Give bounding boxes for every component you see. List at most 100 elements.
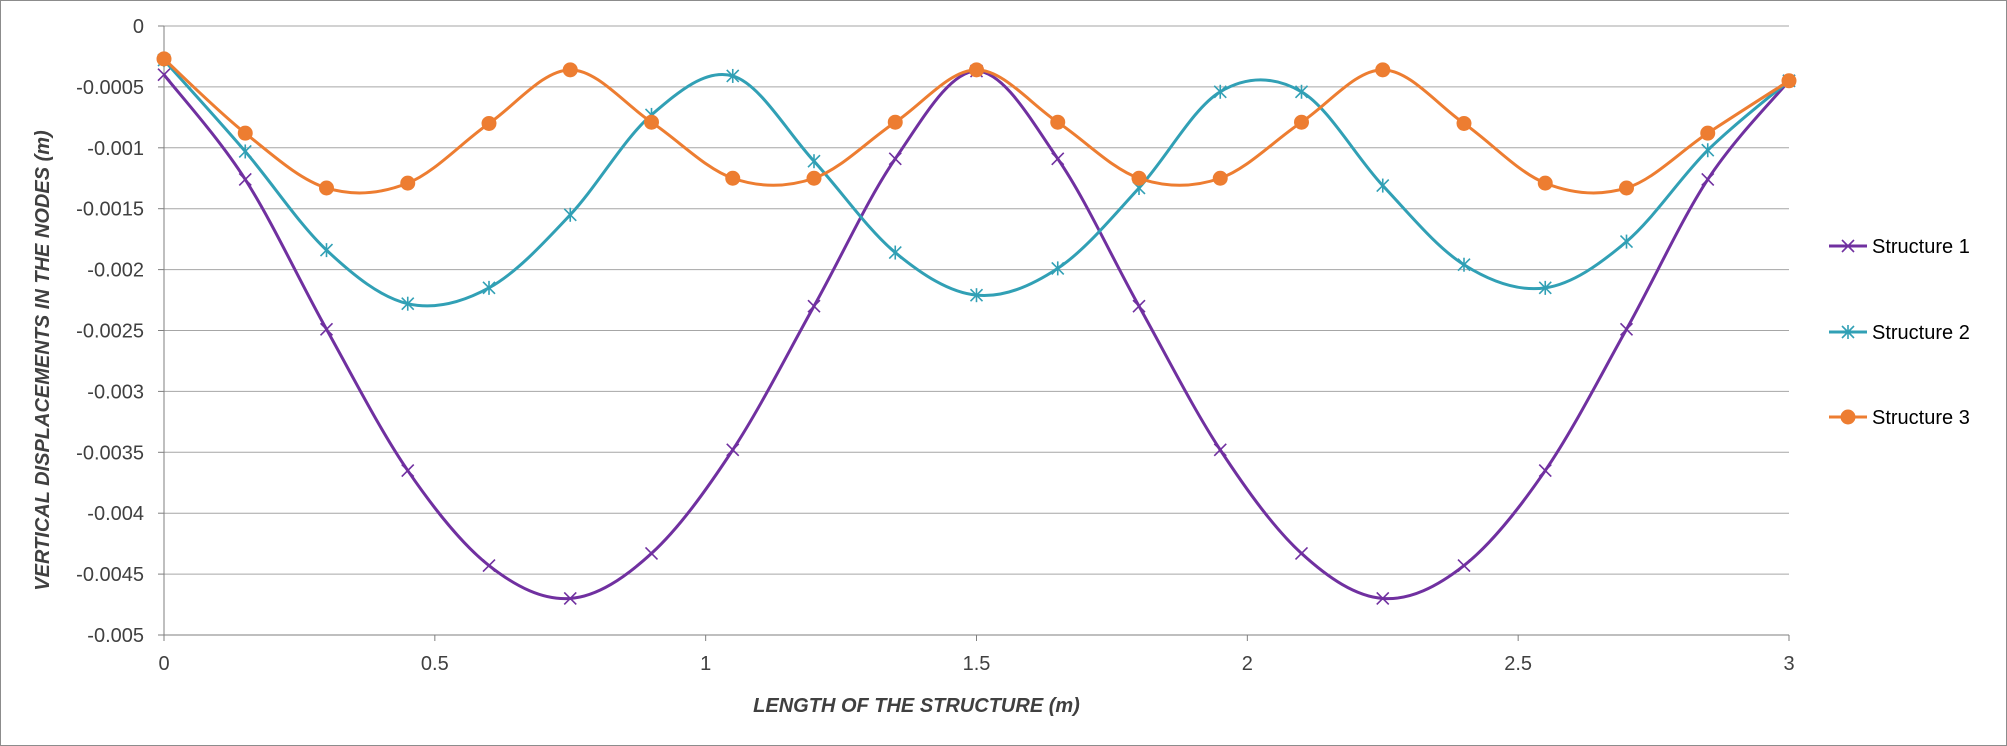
legend-item: Structure 2: [1829, 322, 1970, 344]
tick-labels: 0 -0.0005 -0.001 -0.0015 -0.002 -0.0025 -0.003…: [76, 16, 1794, 675]
y-tick-label: -0.004: [87, 503, 144, 525]
data-point: [401, 296, 415, 311]
data-point: [1701, 172, 1715, 187]
gridlines: [164, 25, 1789, 575]
data-point: [238, 172, 252, 187]
data-point: [887, 114, 903, 130]
data-point: [807, 154, 821, 169]
data-point: [806, 170, 822, 186]
marker-stroke: [888, 152, 902, 166]
data-point: [481, 115, 497, 131]
data-point: [726, 68, 740, 83]
data-point: [1537, 175, 1553, 191]
y-tick-label: -0.0005: [76, 77, 144, 99]
legend-item: Structure 1: [1829, 236, 1970, 258]
data-point: [1538, 280, 1552, 295]
data-point: [1376, 591, 1390, 606]
data-point: [400, 175, 416, 191]
y-tick-label: -0.001: [87, 138, 144, 160]
y-tick-label: -0.003: [87, 381, 144, 403]
marker-stroke: [1701, 172, 1715, 187]
data-point: [238, 144, 252, 159]
y-tick-label: -0.002: [87, 260, 144, 282]
data-point: [1294, 84, 1309, 99]
data-point: [1375, 62, 1391, 78]
x-tick-label: 0: [158, 653, 169, 675]
x-tick-label: 0.5: [421, 653, 449, 675]
data-point: [563, 591, 577, 606]
data-point: [1131, 170, 1147, 186]
marker-stroke: [482, 559, 496, 573]
data-point: [644, 114, 659, 130]
data-point: [1213, 443, 1227, 457]
marker-stroke: [726, 443, 740, 457]
x-tick-label: 1.5: [963, 653, 991, 675]
x-tick-label: 2: [1242, 653, 1253, 675]
marker-stroke: [563, 591, 577, 606]
y-tick-label: 0: [133, 16, 144, 38]
data-point: [1457, 257, 1471, 272]
data-point: [563, 207, 577, 222]
data-point: [1050, 114, 1066, 130]
data-point: [157, 68, 171, 82]
data-point: [237, 125, 253, 141]
legend-marker: [1841, 325, 1855, 339]
y-tick-label: -0.0045: [76, 564, 144, 586]
data-point: [1701, 143, 1715, 158]
data-point: [644, 546, 659, 560]
data-point: [807, 299, 821, 313]
marker-stroke: [1294, 546, 1309, 560]
data-point: [1538, 464, 1552, 478]
data-point: [726, 443, 740, 457]
data-point: [401, 464, 415, 478]
series-line: [162, 57, 1790, 195]
marker-stroke: [1457, 559, 1471, 573]
data-point: [1619, 180, 1634, 196]
data-point: [319, 322, 334, 336]
marker-stroke: [1051, 152, 1065, 166]
data-point: [888, 245, 902, 260]
data-point: [1619, 234, 1634, 249]
y-tick-label: -0.0025: [76, 321, 144, 343]
x-tick-label: 3: [1783, 653, 1794, 675]
marker-stroke: [644, 546, 659, 560]
data-point: [1376, 178, 1390, 193]
data-point: [1619, 322, 1634, 336]
marker-stroke: [157, 68, 171, 82]
legend-label: Structure 1: [1872, 236, 1970, 258]
data-point: [1051, 261, 1065, 276]
marker-stroke: [1376, 591, 1390, 606]
data-point: [1781, 73, 1797, 89]
data-point: [1456, 115, 1472, 131]
y-tick-label: -0.0035: [76, 442, 144, 464]
marker-stroke: [319, 322, 334, 336]
data-point: [482, 280, 496, 295]
data-point: [1294, 546, 1309, 560]
data-point: [1051, 152, 1065, 166]
data-point: [562, 62, 578, 78]
marker-stroke: [238, 172, 252, 187]
data-point: [1212, 170, 1228, 186]
data-point: [482, 559, 496, 573]
data-point: [969, 62, 984, 78]
legend-label: Structure 2: [1872, 322, 1970, 344]
marker-stroke: [1132, 299, 1146, 313]
legend-marker: [1840, 409, 1856, 425]
data-point: [1700, 125, 1716, 141]
y-tick-label: -0.0015: [76, 199, 144, 221]
legend-marker: [1841, 239, 1855, 253]
data-point: [725, 170, 741, 186]
data-point: [1457, 559, 1471, 573]
marker-stroke: [1538, 464, 1552, 478]
data-point: [319, 180, 334, 196]
data-point: [1132, 299, 1146, 313]
legend-item: Structure 3: [1829, 407, 1970, 429]
data-point: [969, 288, 984, 303]
data-point: [319, 243, 334, 258]
x-tick-label: 1: [700, 653, 711, 675]
marker-stroke: [401, 464, 415, 478]
series-1: [157, 64, 1796, 606]
axes: [158, 25, 1790, 641]
